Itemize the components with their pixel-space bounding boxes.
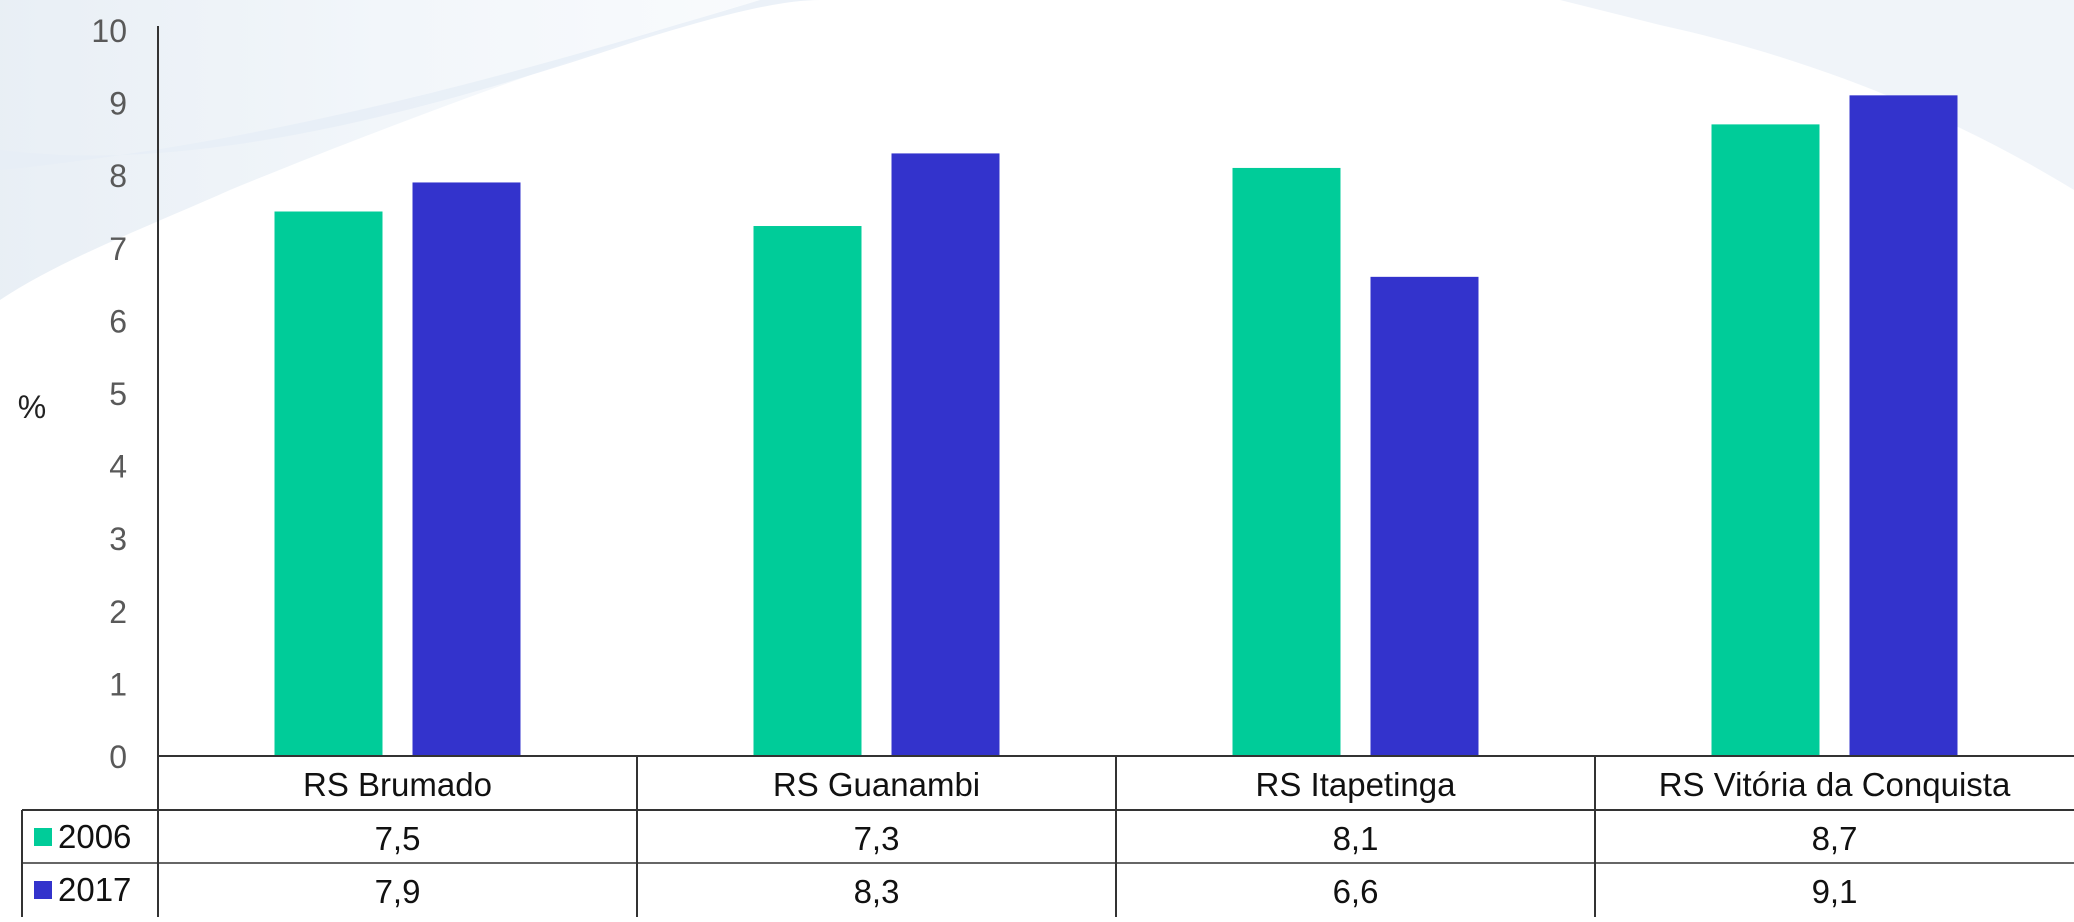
y-tick-label: 10 [91,13,127,49]
y-tick-label: 8 [109,158,127,194]
bar-2017 [1370,276,1479,756]
y-tick-label: 3 [109,521,127,557]
bar-2006 [753,226,862,756]
data-label: 8,7 [1812,820,1858,857]
bar-2006 [1232,167,1341,756]
legend-swatch [34,828,52,846]
y-tick-label: 4 [109,449,127,485]
bar-2017 [1849,95,1958,757]
data-label: 8,1 [1333,820,1379,857]
background-decoration [0,0,2074,300]
y-tick-label: 1 [109,666,127,702]
y-tick-label: 2 [109,594,127,630]
bar-2017 [412,182,521,756]
data-label: 7,3 [854,820,900,857]
legend-label: 2006 [58,818,131,855]
category-label: RS Guanambi [773,766,980,803]
legend-swatch [34,881,52,899]
y-axis-title: % [18,389,46,425]
category-label: RS Vitória da Conquista [1659,766,2011,803]
data-label: 7,9 [375,873,421,910]
y-tick-label: 5 [109,376,127,412]
axes: 0 1 2 3 4 5 6 7 8 9 10% [18,13,159,917]
data-label: 9,1 [1812,873,1858,910]
y-tick-label: 7 [109,231,127,267]
category-label: RS Brumado [303,766,492,803]
bar-2017 [891,153,1000,757]
data-label: 8,3 [854,873,900,910]
bar-2006 [274,211,383,756]
y-tick-label: 0 [109,739,127,775]
data-label: 6,6 [1333,873,1379,910]
legend-label: 2017 [58,871,131,908]
category-label: RS Itapetinga [1256,766,1457,803]
data-label: 7,5 [375,820,421,857]
data-table: RS Brumado 7,5 7,9 RS Guanambi 7,3 8,3 RS Itap… [21,755,2074,917]
y-tick-label: 9 [109,86,127,122]
bars [274,95,1958,757]
bar-2006 [1711,124,1820,756]
y-tick-label: 6 [109,303,127,339]
